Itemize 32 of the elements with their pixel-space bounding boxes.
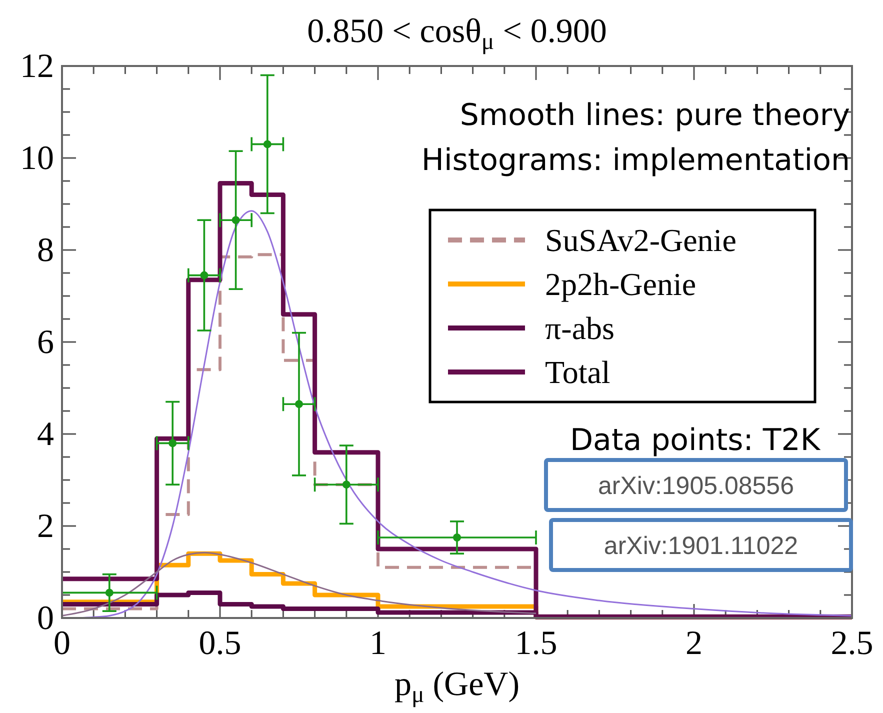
point	[263, 140, 272, 148]
y-tick-label: 0	[37, 600, 54, 637]
x-tick-label: 1	[370, 625, 386, 662]
point	[453, 534, 461, 542]
point	[200, 271, 208, 280]
y-tick-label: 12	[20, 48, 54, 85]
y-tick-label: 4	[37, 416, 54, 453]
line-series	[61, 552, 537, 616]
annotation: arXiv:1901.11022	[604, 532, 798, 560]
point	[232, 216, 240, 224]
point	[168, 439, 177, 448]
chart-title: 0.850 < cosθ$_{μ}$ < 0.900	[307, 13, 607, 56]
x-axis-title: p$_{μ}$ (GeV)	[394, 666, 520, 708]
y-tick-label: 2	[37, 508, 54, 545]
y-tick-label: 8	[37, 232, 54, 269]
y-tick-label: 6	[37, 324, 54, 361]
point	[342, 480, 350, 489]
x-tick-label: 1.5	[514, 625, 558, 662]
x-tick-label: 0.5	[198, 625, 242, 662]
annotation: Histograms: implementation	[421, 143, 850, 178]
point	[295, 400, 303, 408]
legend-label: 2p2h-Genie	[545, 266, 696, 302]
annotation: arXiv:1905.08556	[598, 472, 794, 500]
legend-label: Total	[545, 354, 610, 390]
annotation: Smooth lines: pure theory	[460, 98, 850, 133]
y-tick-label: 10	[20, 140, 54, 177]
x-tick-label: 2.5	[830, 625, 874, 662]
x-tick-label: 2	[686, 625, 702, 662]
legend-label: π-abs	[545, 310, 614, 346]
legend-label: SuSAv2-Genie	[545, 222, 736, 258]
annotation: Data points: T2K	[570, 423, 822, 458]
point	[105, 588, 114, 597]
